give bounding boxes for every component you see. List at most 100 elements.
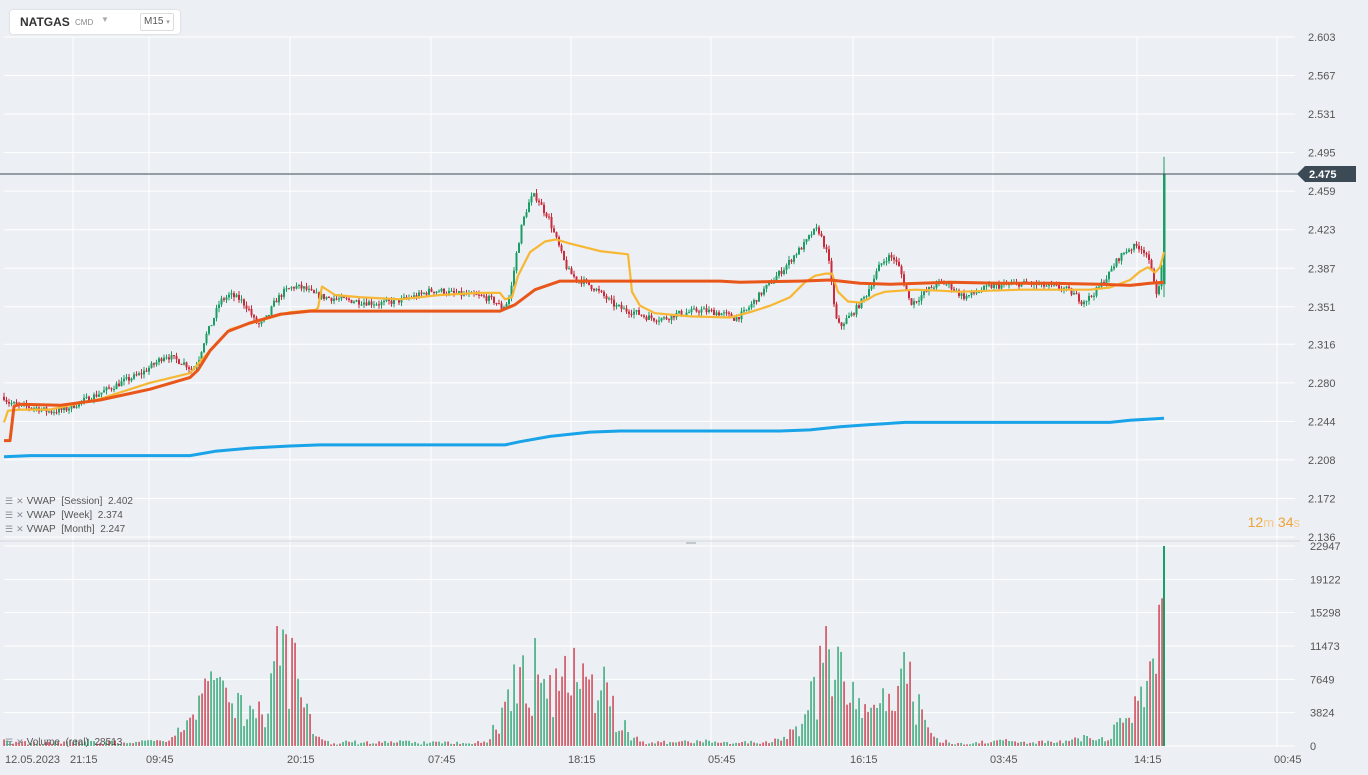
close-icon[interactable]: ✕: [16, 510, 24, 520]
volume-bar: [312, 733, 314, 746]
candle-body: [333, 298, 335, 302]
candle-body: [890, 255, 893, 258]
symbol-selector[interactable]: NATGAS CMD ▼ M15 ▾: [10, 10, 180, 34]
candle-body: [330, 297, 333, 302]
volume-bar: [165, 741, 167, 746]
candle-body: [883, 261, 885, 264]
volume-bar: [54, 741, 56, 746]
volume-bar: [360, 742, 362, 746]
candle-body: [520, 224, 523, 244]
candle-body: [723, 312, 725, 314]
candle-body: [515, 252, 518, 271]
volume-bar: [450, 743, 452, 746]
volume-bar: [3, 739, 5, 746]
candle-body: [295, 285, 298, 289]
volume-bar: [645, 744, 647, 746]
volume-bar: [1119, 718, 1121, 746]
volume-bar: [120, 744, 122, 746]
settings-icon[interactable]: ☰: [5, 510, 14, 520]
volume-bar: [1098, 739, 1100, 746]
price-tick-label: 2.567: [1308, 71, 1336, 83]
settings-icon[interactable]: ☰: [5, 496, 14, 506]
volume-bar: [237, 692, 239, 746]
price-tick-label: 2.208: [1308, 455, 1336, 467]
candle-body: [1113, 266, 1115, 269]
candle-body: [765, 284, 768, 289]
volume-bar: [1143, 707, 1145, 746]
candle-body: [860, 298, 863, 308]
candle-body: [398, 298, 400, 303]
legend-vwap-session[interactable]: ☰ ✕ VWAP [Session] 2.402: [5, 496, 133, 507]
candle-body: [385, 299, 388, 301]
volume-bar: [732, 743, 734, 746]
volume-bar: [441, 743, 443, 746]
candle-body: [780, 270, 783, 274]
candle-body: [1118, 258, 1120, 261]
indicator-label: Volume: [26, 737, 60, 748]
volume-bar: [978, 743, 980, 746]
price-tick-label: 2.495: [1308, 148, 1336, 160]
candle-body: [493, 297, 495, 303]
candle-body: [688, 312, 690, 314]
volume-bar: [618, 730, 620, 746]
volume-bar: [57, 741, 59, 746]
candle-body: [83, 397, 85, 401]
close-icon[interactable]: ✕: [16, 496, 24, 506]
candle-body: [713, 309, 715, 316]
volume-bar: [843, 681, 845, 746]
candle-body: [978, 291, 980, 293]
settings-icon[interactable]: ☰: [5, 524, 14, 534]
candle-body: [638, 310, 640, 315]
time-tick-label: 12.05.2023: [5, 754, 60, 766]
chevron-down-icon[interactable]: ▼: [101, 15, 109, 24]
volume-bar: [930, 732, 932, 746]
candle-body: [220, 298, 223, 305]
legend-vwap-month[interactable]: ☰ ✕ VWAP [Month] 2.247: [5, 524, 125, 535]
volume-bar: [474, 743, 476, 746]
volume-bar: [357, 744, 359, 746]
volume-bar: [156, 740, 158, 746]
candle-body: [875, 271, 878, 279]
timeframe-selector[interactable]: M15 ▾: [140, 13, 174, 31]
volume-tick-label: 7649: [1310, 674, 1334, 686]
candle-body: [963, 293, 965, 299]
volume-bar: [735, 742, 737, 746]
legend-vwap-week[interactable]: ☰ ✕ VWAP [Week] 2.374: [5, 510, 123, 521]
volume-bar: [909, 661, 911, 746]
volume-bar: [1074, 737, 1076, 746]
volume-bar: [372, 743, 374, 746]
volume-bar: [117, 743, 119, 746]
candle-body: [1090, 295, 1093, 297]
candle-body: [363, 302, 365, 305]
legend-volume[interactable]: ☰ ✕ Volume (real) 28513: [5, 737, 122, 748]
volume-bar: [768, 743, 770, 746]
volume-bar: [438, 741, 440, 746]
volume-bar: [471, 743, 473, 746]
candle-body: [788, 259, 790, 266]
volume-tick-label: 3824: [1310, 708, 1334, 720]
volume-bar: [171, 737, 173, 746]
volume-bar: [918, 694, 920, 746]
candle-body: [833, 281, 835, 305]
candle-body: [103, 390, 105, 393]
volume-bar: [729, 744, 731, 746]
close-icon[interactable]: ✕: [16, 524, 24, 534]
candle-body: [360, 304, 363, 306]
candle-body: [440, 288, 443, 292]
candle-body: [635, 310, 638, 312]
candle-body: [953, 289, 955, 291]
time-tick-label: 00:45: [1274, 754, 1302, 766]
volume-bar: [846, 704, 848, 746]
volume-bar: [282, 629, 284, 746]
volume-bar: [762, 742, 764, 746]
candle-body: [623, 308, 625, 310]
indicator-param: (real): [65, 737, 89, 748]
close-icon[interactable]: ✕: [16, 737, 24, 747]
candle-body: [653, 318, 655, 321]
candle-body: [378, 304, 380, 306]
volume-bar: [777, 738, 779, 746]
candle-body: [908, 291, 910, 299]
settings-icon[interactable]: ☰: [5, 737, 14, 747]
